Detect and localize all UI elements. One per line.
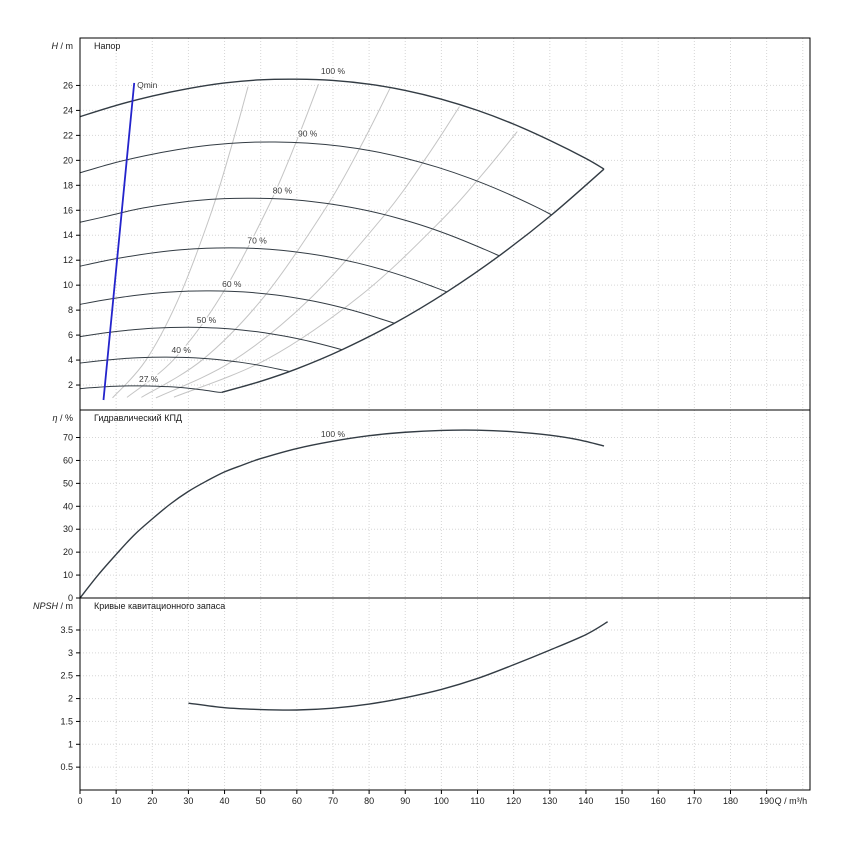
y-tick-label: 22 bbox=[63, 130, 73, 140]
y-tick-label: 16 bbox=[63, 205, 73, 215]
npsh-curve[interactable] bbox=[188, 621, 608, 711]
speed-label: 90 % bbox=[298, 129, 318, 139]
x-tick-label: 110 bbox=[470, 796, 484, 806]
y-tick-label: 12 bbox=[63, 255, 73, 265]
x-tick-label: 30 bbox=[183, 796, 193, 806]
head-curve-80[interactable] bbox=[79, 197, 500, 257]
panel-title: Напор bbox=[94, 41, 120, 51]
y-axis-unit-label: NPSH / m bbox=[33, 601, 73, 611]
x-tick-label: 60 bbox=[292, 796, 302, 806]
y-tick-label: 20 bbox=[63, 547, 73, 557]
head-curve-50[interactable] bbox=[79, 326, 343, 351]
x-tick-label: 70 bbox=[328, 796, 338, 806]
x-tick-label: 90 bbox=[400, 796, 410, 806]
y-axis-unit-label: H / m bbox=[52, 41, 74, 51]
head-panel: 100 % 90 % 80 % 70 % 60 % 50 % 40 % 27 % Qmin bbox=[79, 65, 605, 401]
head-curve-60[interactable] bbox=[79, 290, 395, 324]
y-tick-label: 18 bbox=[63, 180, 73, 190]
y-tick-label: 40 bbox=[63, 501, 73, 511]
y-tick-label: 4 bbox=[68, 355, 73, 365]
axes-and-labels: 0 10 20 30 40 50 60 70 80 90 100 110 120 130 140 150 160… bbox=[33, 37, 811, 806]
qmin-limit-line[interactable] bbox=[102, 82, 136, 401]
qmin-label: Qmin bbox=[137, 80, 158, 90]
x-tick-label: 40 bbox=[220, 796, 230, 806]
y-tick-label: 8 bbox=[68, 305, 73, 315]
y-tick-label: 10 bbox=[63, 280, 73, 290]
y-tick-label: 26 bbox=[63, 80, 73, 90]
efficiency-isoline-1 bbox=[126, 84, 319, 398]
y-tick-label: 0 bbox=[68, 593, 73, 603]
y-tick-label: 24 bbox=[63, 105, 73, 115]
speed-label: 27 % bbox=[139, 374, 159, 384]
speed-label: 70 % bbox=[247, 235, 267, 245]
y-tick-label: 60 bbox=[63, 455, 73, 465]
y-tick-label: 1.5 bbox=[60, 716, 73, 726]
npsh-panel bbox=[188, 621, 608, 711]
y-tick-label: 2 bbox=[68, 694, 73, 704]
speed-label: 50 % bbox=[197, 315, 217, 325]
max-flow-envelope bbox=[221, 168, 605, 394]
efficiency-speed-label: 100 % bbox=[321, 429, 346, 439]
y-tick-label: 30 bbox=[63, 524, 73, 534]
efficiency-curve[interactable] bbox=[79, 429, 605, 599]
head-curve-70[interactable] bbox=[79, 247, 447, 293]
x-tick-label: 190 bbox=[759, 796, 774, 806]
efficiency-panel: 100 % bbox=[79, 427, 605, 599]
y-tick-label: 1 bbox=[68, 739, 73, 749]
x-tick-label: 120 bbox=[506, 796, 521, 806]
efficiency-isoline-4 bbox=[173, 131, 518, 398]
x-tick-label: 150 bbox=[615, 796, 630, 806]
panel-title: Кривые кавитационного запаса bbox=[94, 601, 225, 611]
x-tick-label: 170 bbox=[687, 796, 702, 806]
y-tick-label: 10 bbox=[63, 570, 73, 580]
head-curve-40[interactable] bbox=[79, 356, 290, 372]
x-tick-label: 180 bbox=[723, 796, 738, 806]
x-tick-label: 100 bbox=[434, 796, 449, 806]
panel-title: Гидравлический КПД bbox=[94, 413, 182, 423]
x-tick-label: 160 bbox=[651, 796, 666, 806]
y-tick-label: 70 bbox=[63, 433, 73, 443]
x-tick-label: 20 bbox=[147, 796, 157, 806]
efficiency-isoline-0 bbox=[112, 86, 249, 399]
speed-label: 60 % bbox=[222, 279, 242, 289]
x-tick-label: 0 bbox=[77, 796, 82, 806]
y-tick-label: 0.5 bbox=[60, 762, 73, 772]
head-curve-100[interactable] bbox=[79, 78, 605, 170]
speed-label: 40 % bbox=[172, 345, 192, 355]
x-tick-label: 80 bbox=[364, 796, 374, 806]
y-tick-label: 3 bbox=[68, 648, 73, 658]
speed-label: 80 % bbox=[273, 185, 293, 195]
y-tick-label: 2.5 bbox=[60, 671, 73, 681]
y-tick-label: 6 bbox=[68, 330, 73, 340]
y-tick-label: 20 bbox=[63, 155, 73, 165]
y-tick-label: 3.5 bbox=[60, 625, 73, 635]
head-curve-90[interactable] bbox=[79, 141, 552, 216]
y-tick-label: 50 bbox=[63, 478, 73, 488]
x-tick-label: 10 bbox=[111, 796, 121, 806]
y-tick-label: 14 bbox=[63, 230, 73, 240]
efficiency-isoline-3 bbox=[155, 106, 460, 399]
x-tick-label: 50 bbox=[256, 796, 266, 806]
speed-label: 100 % bbox=[321, 66, 346, 76]
efficiency-isoline-2 bbox=[141, 86, 392, 398]
x-axis-unit-label: Q / m³/h bbox=[775, 796, 808, 806]
y-tick-label: 2 bbox=[68, 380, 73, 390]
x-tick-label: 140 bbox=[578, 796, 593, 806]
x-tick-label: 130 bbox=[542, 796, 557, 806]
y-axis-unit-label: η / % bbox=[52, 413, 73, 423]
